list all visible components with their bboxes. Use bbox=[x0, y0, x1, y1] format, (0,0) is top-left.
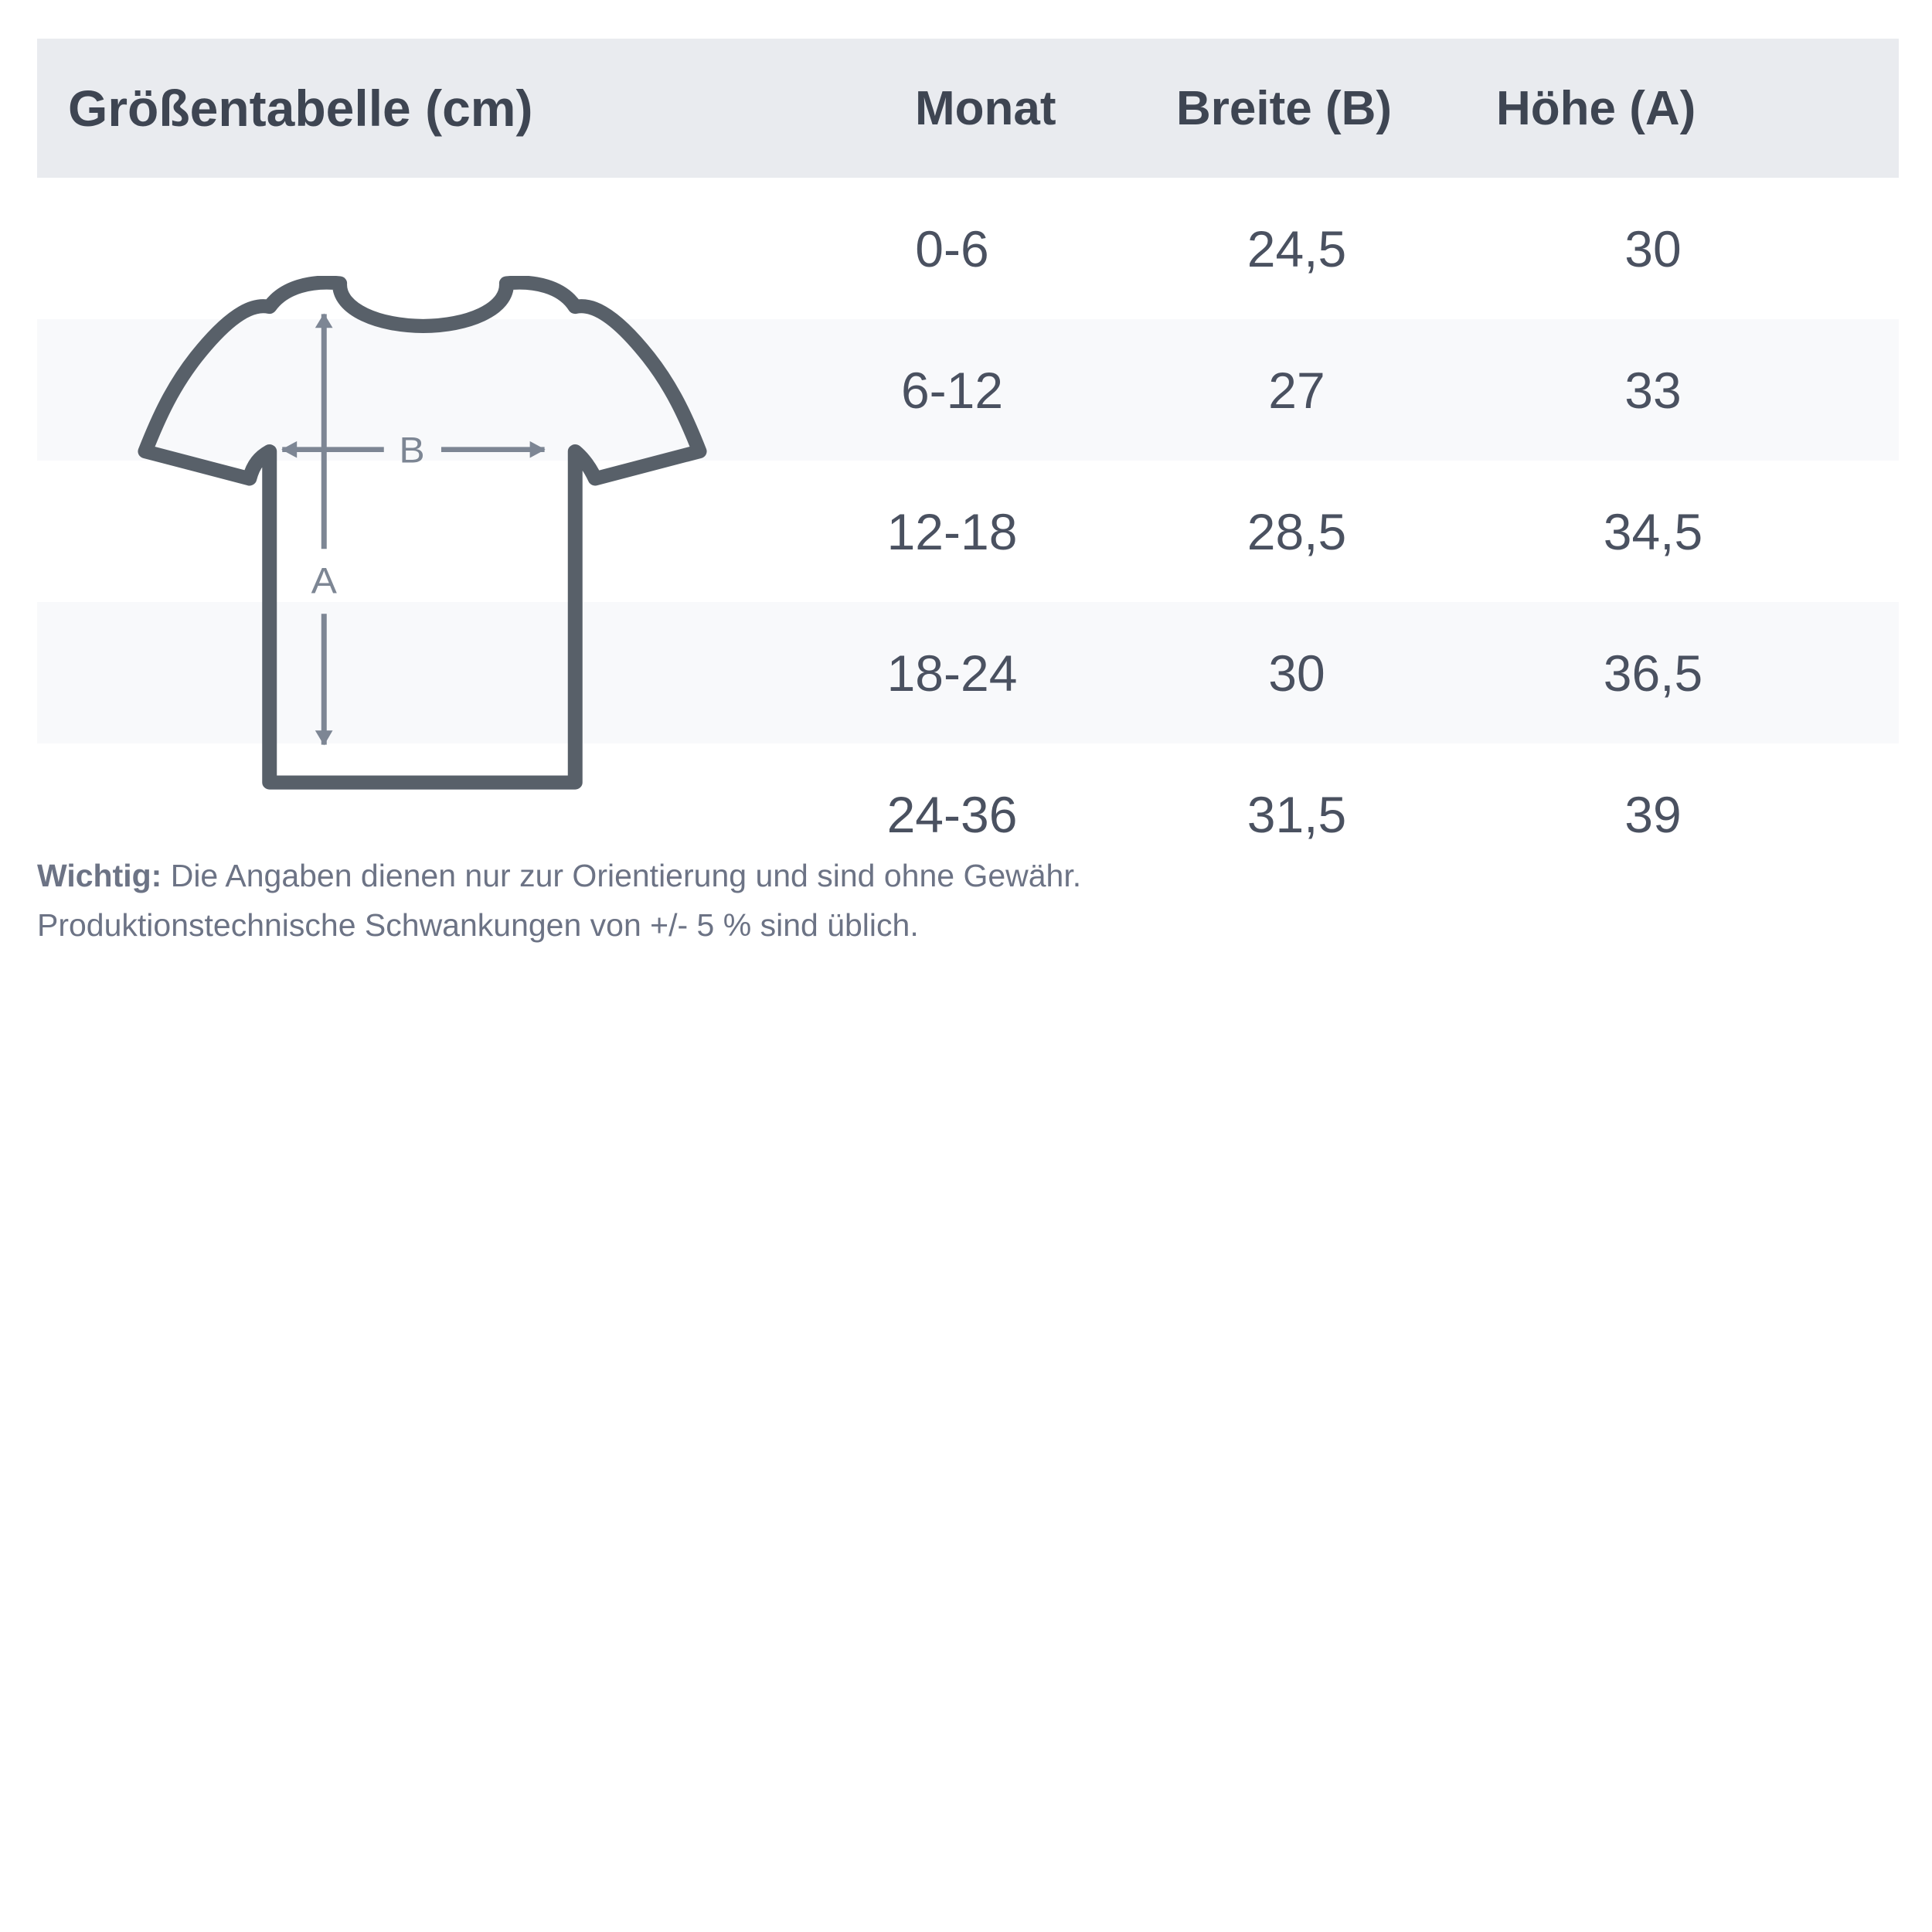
svg-text:A: A bbox=[311, 560, 338, 601]
svg-text:B: B bbox=[399, 430, 424, 471]
